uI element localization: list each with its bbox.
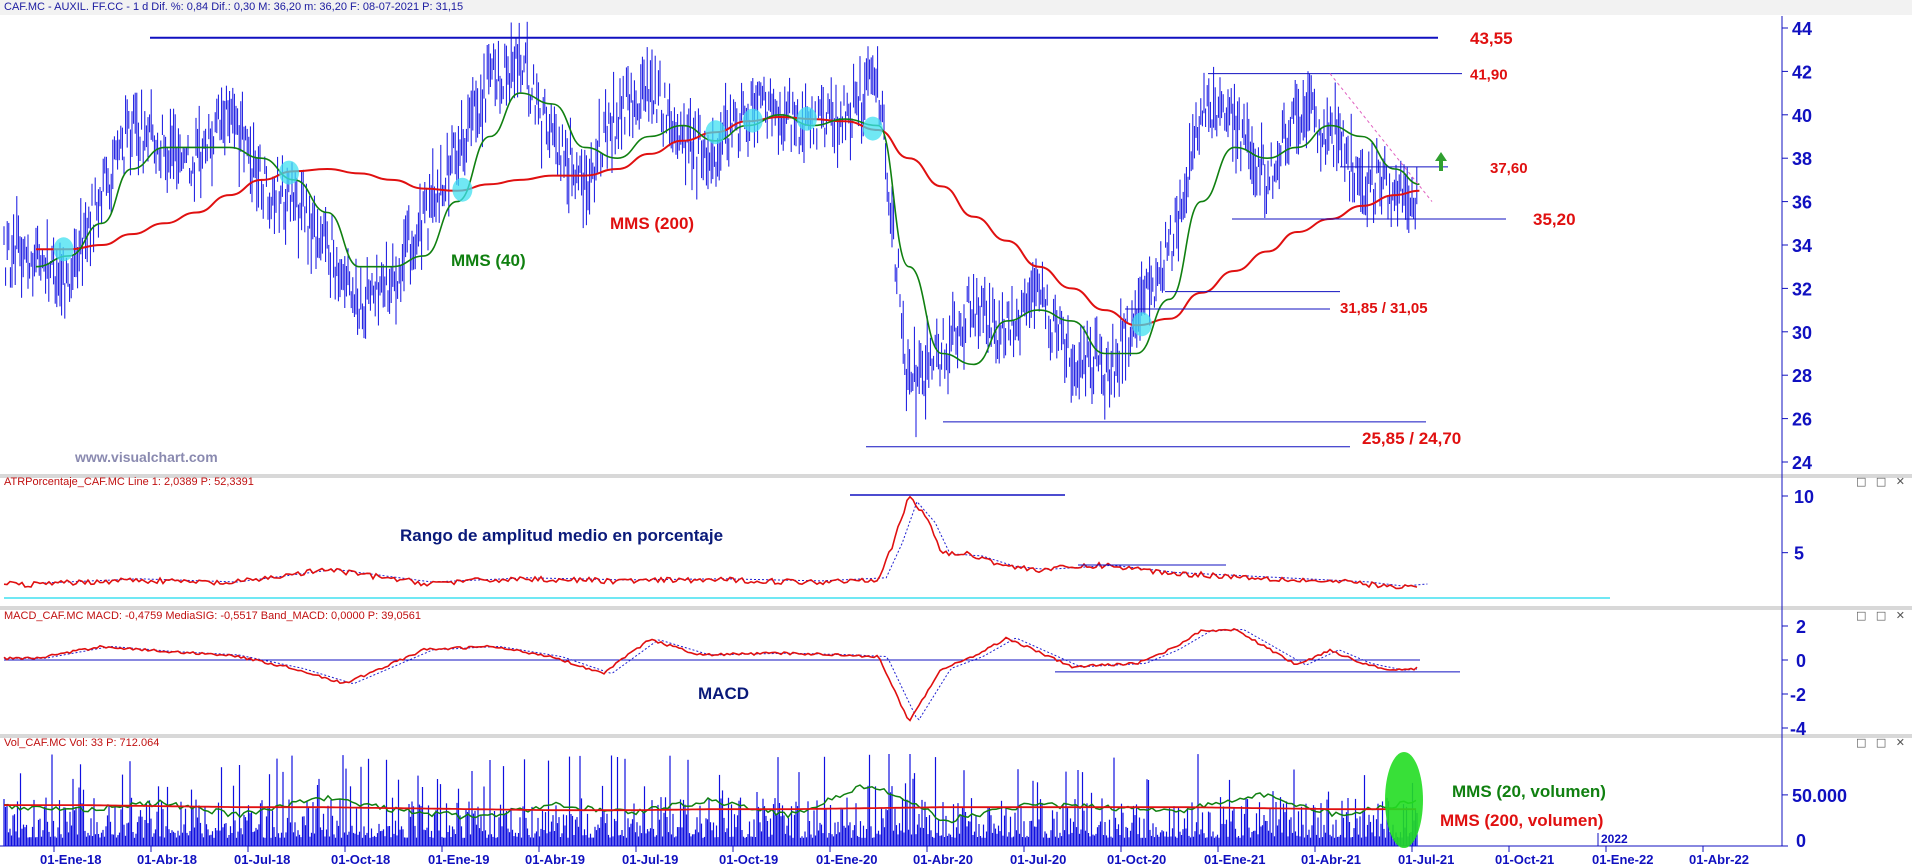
ma-cross-marker xyxy=(742,108,763,133)
y-tick-label: 28 xyxy=(1792,366,1812,386)
volume-window-controls[interactable]: □ □ ✕ xyxy=(1856,736,1908,749)
mms200-line xyxy=(35,115,1420,327)
trend-line xyxy=(1329,73,1433,202)
x-tick-label: 01-Abr-21 xyxy=(1301,852,1361,867)
x-tick-label: 01-Abr-20 xyxy=(913,852,973,867)
x-tick-label: 01-Jul-20 xyxy=(1010,852,1066,867)
mms40-label: MMS (40) xyxy=(451,251,526,270)
level-label: 31,85 / 31,05 xyxy=(1340,300,1428,317)
atr-window-controls[interactable]: □ □ ✕ xyxy=(1856,475,1908,488)
atr-panel-header: ATRPorcentaje_CAF.MC Line 1: 2,0389 P: 5… xyxy=(4,476,254,488)
y-tick-label: 34 xyxy=(1792,236,1812,256)
ma-cross-marker xyxy=(705,120,726,145)
atr-line xyxy=(3,495,1418,590)
volume-mms20-line xyxy=(3,784,1417,824)
breakout-arrow-icon xyxy=(1435,152,1447,171)
y-tick-label: 50.000 xyxy=(1792,786,1847,806)
y-tick-label: 32 xyxy=(1792,279,1812,299)
y-tick-label: 42 xyxy=(1792,62,1812,82)
x-tick-label: 01-Ene-21 xyxy=(1204,852,1265,867)
panel-separator xyxy=(0,606,1912,610)
level-label: 41,90 xyxy=(1470,67,1508,84)
atr-title: Rango de amplitud medio en porcentaje xyxy=(400,526,723,545)
price-header-bar xyxy=(0,0,1912,15)
y-tick-label: 30 xyxy=(1792,323,1812,343)
x-tick-label: 01-Oct-21 xyxy=(1495,852,1554,867)
volume-mms200-line xyxy=(4,804,1416,812)
y-tick-label: 2 xyxy=(1796,617,1806,637)
macd-panel-header: MACD_CAF.MC MACD: -0,4759 MediaSIG: -0,5… xyxy=(4,610,421,622)
y-tick-label: 0 xyxy=(1796,651,1806,671)
atr-signal-line xyxy=(43,500,1428,587)
price-bars xyxy=(3,21,1418,438)
volume-mms20-label: MMS (20, volumen) xyxy=(1452,782,1606,801)
x-tick-label: 01-Ene-20 xyxy=(816,852,877,867)
ma-cross-marker xyxy=(279,160,299,185)
ma-cross-marker xyxy=(796,106,817,131)
panel-separator xyxy=(0,734,1912,738)
x-tick-label: 01-Ene-18 xyxy=(40,852,101,867)
x-tick-label: 01-Abr-22 xyxy=(1689,852,1749,867)
watermark: www.visualchart.com xyxy=(74,449,218,465)
x-tick-label: 01-Oct-20 xyxy=(1107,852,1166,867)
x-tick-label: 01-Abr-19 xyxy=(525,852,585,867)
macd-signal-line xyxy=(4,628,1418,721)
ma-cross-marker xyxy=(452,177,473,202)
year-label: 2022 xyxy=(1601,832,1628,846)
x-tick-label: 01-Oct-18 xyxy=(331,852,390,867)
volume-highlight xyxy=(1385,752,1423,848)
macd-title: MACD xyxy=(698,684,749,703)
y-tick-label: 5 xyxy=(1794,544,1804,564)
y-tick-label: -4 xyxy=(1790,719,1806,739)
volume-bars xyxy=(3,754,1418,846)
y-tick-label: 36 xyxy=(1792,193,1812,213)
level-label: 37,60 xyxy=(1490,160,1528,177)
y-tick-label: 24 xyxy=(1792,453,1812,473)
volume-panel-header: Vol_CAF.MC Vol: 33 P: 712.064 xyxy=(4,737,160,749)
x-tick-label: 01-Jul-19 xyxy=(622,852,678,867)
y-tick-label: 10 xyxy=(1794,487,1814,507)
panel-separator xyxy=(0,474,1912,478)
y-tick-label: 38 xyxy=(1792,149,1812,169)
x-tick-label: 01-Oct-19 xyxy=(719,852,778,867)
ma-cross-marker xyxy=(1131,312,1152,337)
macd-line xyxy=(3,628,1418,722)
level-label: 35,20 xyxy=(1533,210,1576,229)
x-tick-label: 01-Abr-18 xyxy=(137,852,197,867)
macd-window-controls[interactable]: □ □ ✕ xyxy=(1856,609,1908,622)
y-tick-label: 40 xyxy=(1792,106,1812,126)
y-tick-label: -2 xyxy=(1790,685,1806,705)
x-tick-label: 01-Jul-21 xyxy=(1398,852,1454,867)
volume-mms200-label: MMS (200, volumen) xyxy=(1440,811,1603,830)
ma-cross-marker xyxy=(862,116,883,141)
mms200-label: MMS (200) xyxy=(610,214,694,233)
x-tick-label: 01-Jul-18 xyxy=(234,852,290,867)
level-label: 25,85 / 24,70 xyxy=(1362,429,1461,448)
y-tick-label: 26 xyxy=(1792,410,1812,430)
x-tick-label: 01-Ene-19 xyxy=(428,852,489,867)
price-panel-header: CAF.MC - AUXIL. FF.CC - 1 d Dif. %: 0,84… xyxy=(4,1,464,13)
y-tick-label: 0 xyxy=(1796,831,1806,851)
x-tick-label: 01-Ene-22 xyxy=(1592,852,1653,867)
level-label: 43,55 xyxy=(1470,29,1513,48)
ma-cross-marker xyxy=(53,237,74,262)
y-tick-label: 44 xyxy=(1792,19,1812,39)
